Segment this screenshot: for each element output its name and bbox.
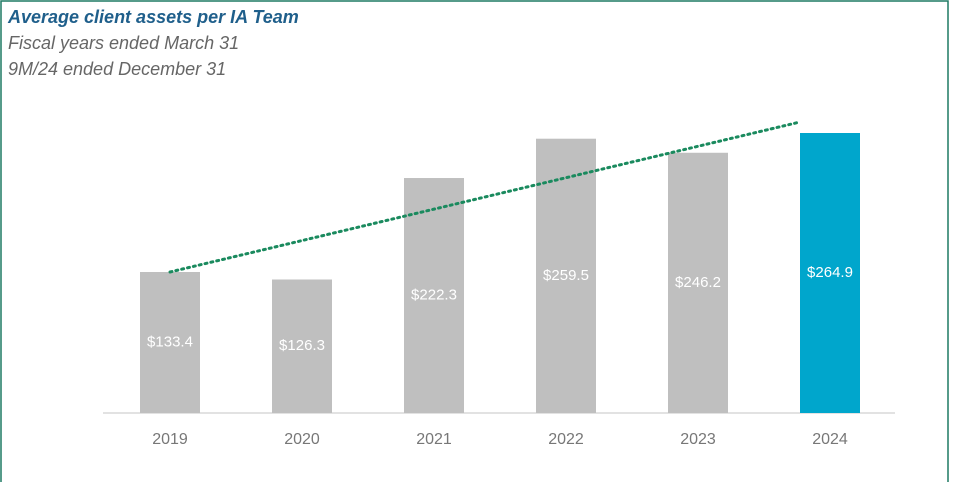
value-label: $259.5 — [543, 267, 589, 284]
x-tick-label: 2019 — [152, 431, 188, 448]
x-tick-label: 2022 — [548, 431, 584, 448]
bar — [272, 279, 332, 413]
value-label: $126.3 — [279, 337, 325, 354]
value-label: $133.4 — [147, 333, 193, 350]
chart-subtitle: 9M/24 ended December 31 — [8, 59, 226, 79]
chart-title: Average client assets per IA Team — [7, 7, 299, 27]
value-label: $246.2 — [675, 274, 721, 291]
x-tick-label: 2023 — [680, 431, 716, 448]
bar — [404, 178, 464, 413]
bar — [800, 133, 860, 413]
bar — [140, 271, 200, 413]
bar — [536, 138, 596, 413]
chart-subtitle: Fiscal years ended March 31 — [8, 33, 239, 53]
x-tick-label: 2024 — [812, 431, 848, 448]
value-label: $264.9 — [807, 264, 853, 281]
bar — [668, 152, 728, 414]
x-tick-label: 2021 — [416, 431, 452, 448]
x-tick-label: 2020 — [284, 431, 320, 448]
trend-line — [168, 120, 802, 274]
value-label: $222.3 — [411, 286, 457, 303]
